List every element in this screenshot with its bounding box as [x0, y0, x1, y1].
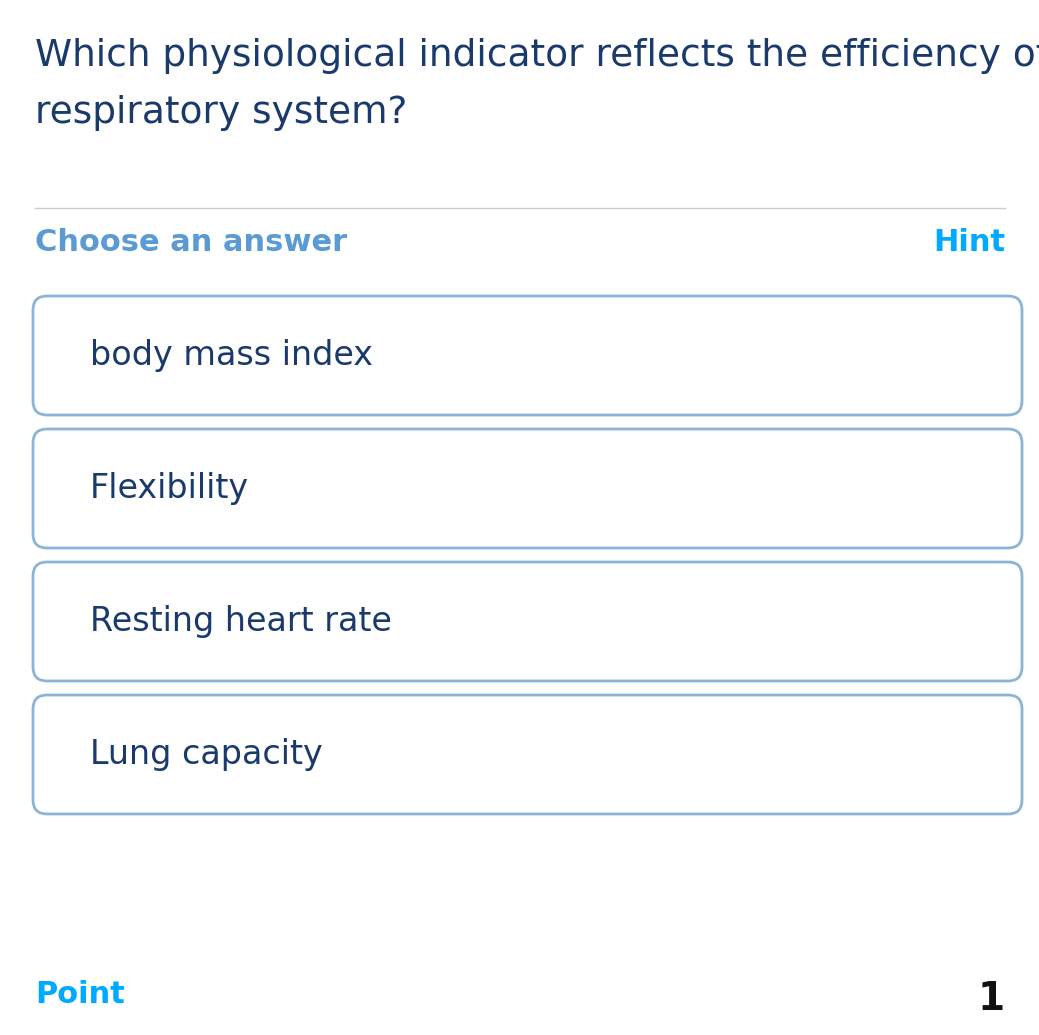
FancyBboxPatch shape	[33, 296, 1022, 415]
FancyBboxPatch shape	[33, 428, 1022, 548]
Text: 1: 1	[978, 980, 1005, 1018]
Text: body mass index: body mass index	[90, 339, 373, 372]
Text: Point: Point	[35, 980, 125, 1009]
Text: Hint: Hint	[933, 228, 1005, 257]
FancyBboxPatch shape	[33, 562, 1022, 681]
Text: respiratory system?: respiratory system?	[35, 95, 407, 131]
Text: Lung capacity: Lung capacity	[90, 738, 323, 771]
FancyBboxPatch shape	[33, 694, 1022, 814]
Text: Choose an answer: Choose an answer	[35, 228, 347, 257]
Text: Which physiological indicator reflects the efficiency of the: Which physiological indicator reflects t…	[35, 38, 1039, 73]
Text: Resting heart rate: Resting heart rate	[90, 605, 392, 638]
Text: Flexibility: Flexibility	[90, 472, 249, 505]
